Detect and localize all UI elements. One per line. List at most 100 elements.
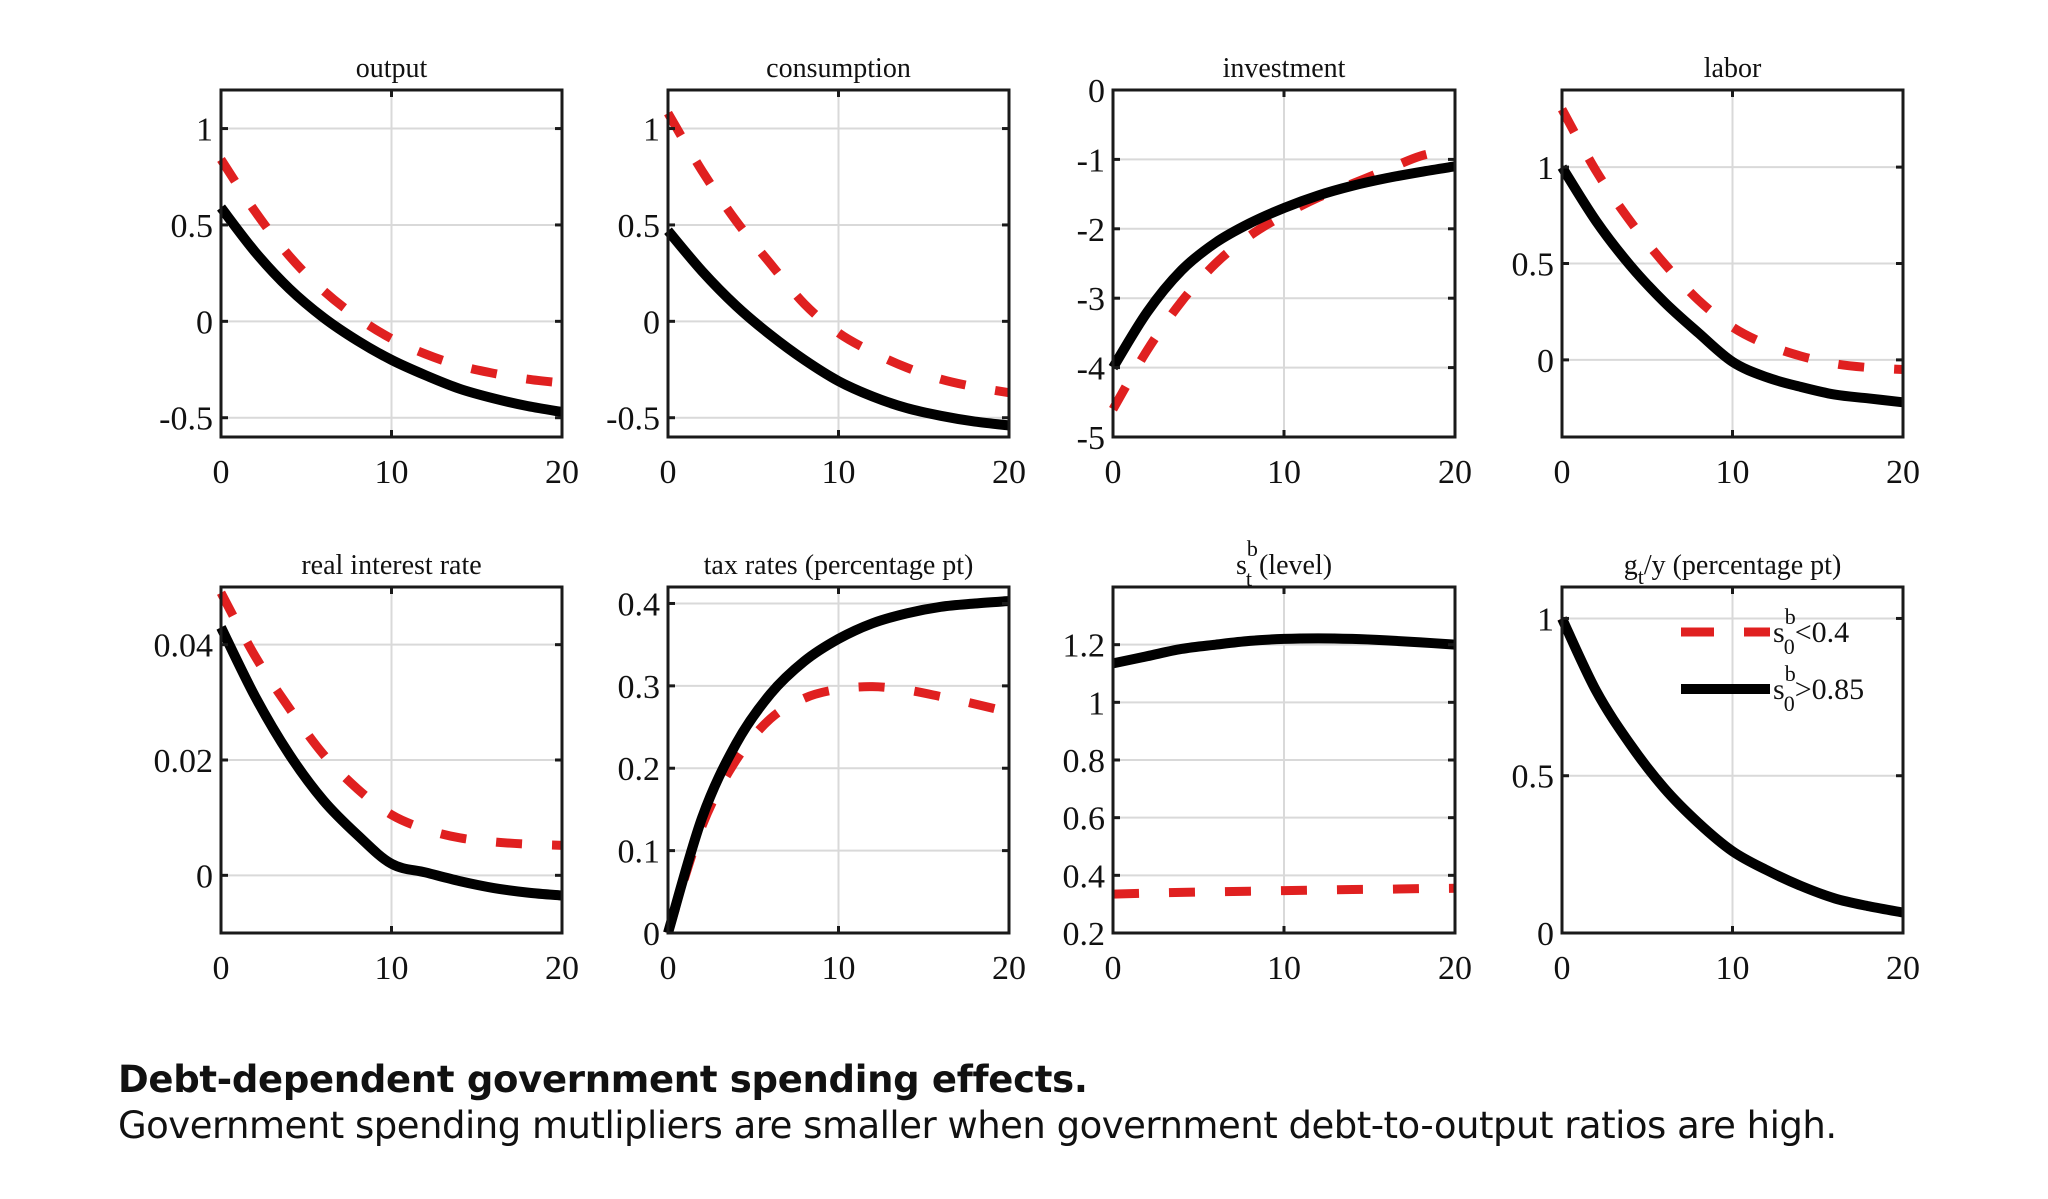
y-tick-label: -4: [1077, 351, 1105, 388]
panel-real-interest-rate: 0 10 20 0 0.02 0.04 real interest rate: [154, 550, 580, 987]
y-tick-label: 0: [1088, 73, 1105, 110]
x-tick-label: 10: [1267, 950, 1301, 987]
caption-title: Debt-dependent government spending effec…: [118, 1058, 1088, 1101]
panel-title-sub: t: [1246, 566, 1252, 591]
series-line-high-debt: [1108, 161, 1456, 371]
y-tick-label: 0: [1537, 916, 1554, 953]
y-tick-label: 1.2: [1063, 628, 1106, 665]
y-tick-label: 0.5: [1512, 759, 1555, 796]
panel-tax-rates-percentage-pt: 0 10 20 0 0.1 0.2 0.3 0.4 tax rates (percentage …: [618, 550, 1027, 987]
y-tick-label: -3: [1077, 281, 1105, 318]
y-tick-label: -0.5: [159, 401, 213, 438]
panel-title: output: [356, 53, 428, 84]
panel-title: investment: [1223, 53, 1346, 84]
panel-title: tax rates (percentage pt): [704, 550, 974, 581]
series-line-high-debt: [1111, 633, 1456, 669]
x-tick-label: 0: [660, 950, 677, 987]
x-tick-label: 10: [1716, 454, 1750, 491]
y-tick-label: 0.6: [1063, 801, 1106, 838]
series-line-low-debt: [664, 110, 1010, 398]
panel-title-base: g: [1624, 550, 1638, 581]
y-tick-label: 0.5: [1512, 247, 1555, 284]
y-tick-label: 0.2: [618, 751, 661, 788]
panel-title-sub: t: [1638, 564, 1644, 589]
x-tick-label: 0: [213, 950, 230, 987]
y-tick-label: 1: [1088, 685, 1105, 722]
panel-title: gt/y (percentage pt): [1624, 550, 1842, 589]
y-tick-label: -5: [1077, 420, 1105, 457]
x-tick-label: 20: [545, 950, 579, 987]
x-tick-label: 20: [1438, 950, 1472, 987]
caption-body: Government spending mutlipliers are smal…: [118, 1104, 1837, 1147]
x-tick-label: 0: [1554, 454, 1571, 491]
legend-label-base: s: [1773, 616, 1785, 649]
x-tick-label: 10: [822, 950, 856, 987]
x-tick-label: 10: [1267, 454, 1301, 491]
y-tick-label: 0.1: [618, 834, 661, 871]
panel-title: real interest rate: [301, 550, 481, 581]
y-tick-label: -1: [1077, 142, 1105, 179]
x-tick-label: 0: [660, 454, 677, 491]
x-tick-label: 20: [992, 454, 1026, 491]
x-tick-label: 10: [375, 950, 409, 987]
x-tick-label: 0: [213, 454, 230, 491]
x-tick-label: 0: [1554, 950, 1571, 987]
panel-title: consumption: [766, 53, 911, 84]
panel-investment: 0 10 20 -5 -4 -3 -2 -1 0 investment: [1077, 53, 1472, 491]
legend-label-rest: >0.85: [1795, 673, 1864, 706]
series-line-low-debt: [217, 590, 563, 850]
y-tick-label: 0.4: [1063, 858, 1106, 895]
legend-label-sub: 0: [1784, 691, 1795, 716]
legend-label: sb 0<0.4: [1773, 604, 1849, 659]
y-tick-label: 0: [643, 304, 660, 341]
x-tick-label: 20: [545, 454, 579, 491]
y-tick-label: 0.02: [154, 743, 214, 780]
x-tick-label: 20: [992, 950, 1026, 987]
x-tick-label: 20: [1886, 950, 1920, 987]
series-line-high-debt: [1557, 616, 1904, 918]
x-tick-label: 10: [822, 454, 856, 491]
series-line-high-debt: [663, 596, 1010, 935]
series-line-low-debt: [1558, 107, 1904, 375]
legend-label: sb 0>0.85: [1773, 661, 1864, 716]
x-tick-label: 20: [1438, 454, 1472, 491]
legend-label-base: s: [1773, 673, 1785, 706]
legend: sb 0<0.4sb 0>0.85: [1681, 604, 1864, 716]
panel-title: sb t (level): [1236, 536, 1332, 591]
panel-title-rest: (level): [1252, 550, 1332, 581]
y-tick-label: 0: [643, 916, 660, 953]
x-tick-label: 0: [1105, 950, 1122, 987]
y-tick-label: 1: [196, 112, 213, 149]
legend-label-rest: <0.4: [1795, 616, 1849, 649]
legend-label-sub: 0: [1784, 634, 1795, 659]
x-tick-label: 0: [1105, 454, 1122, 491]
panel-s-t-b-level: 0 10 20 0.2 0.4 0.6 0.8 1 1.2 sb t (level): [1063, 536, 1473, 987]
panel-title-sup: b: [1247, 536, 1258, 561]
y-tick-label: 1: [643, 112, 660, 149]
legend-label-sup: b: [1785, 604, 1796, 629]
y-tick-label: -0.5: [606, 401, 660, 438]
series-line-high-debt: [664, 227, 1010, 431]
y-tick-label: 0.2: [1063, 916, 1106, 953]
legend-label-sup: b: [1785, 661, 1796, 686]
y-tick-label: 0.3: [618, 669, 661, 706]
series-line-low-debt: [1112, 883, 1456, 899]
x-tick-label: 10: [375, 454, 409, 491]
y-tick-label: 0.4: [618, 586, 661, 623]
y-tick-label: 0: [196, 858, 213, 895]
series-line-high-debt: [1557, 164, 1904, 408]
y-tick-label: 0.04: [154, 628, 214, 665]
y-tick-label: 0.5: [618, 208, 661, 245]
series-line-high-debt: [217, 204, 563, 417]
panel-title-base: s: [1236, 550, 1247, 581]
y-tick-label: 0.8: [1063, 743, 1106, 780]
y-tick-label: 1: [1537, 601, 1554, 638]
panel-labor: 0 10 20 0 0.5 1 labor: [1512, 53, 1921, 491]
x-tick-label: 10: [1716, 950, 1750, 987]
x-tick-label: 20: [1886, 454, 1920, 491]
y-tick-label: -2: [1077, 212, 1105, 249]
